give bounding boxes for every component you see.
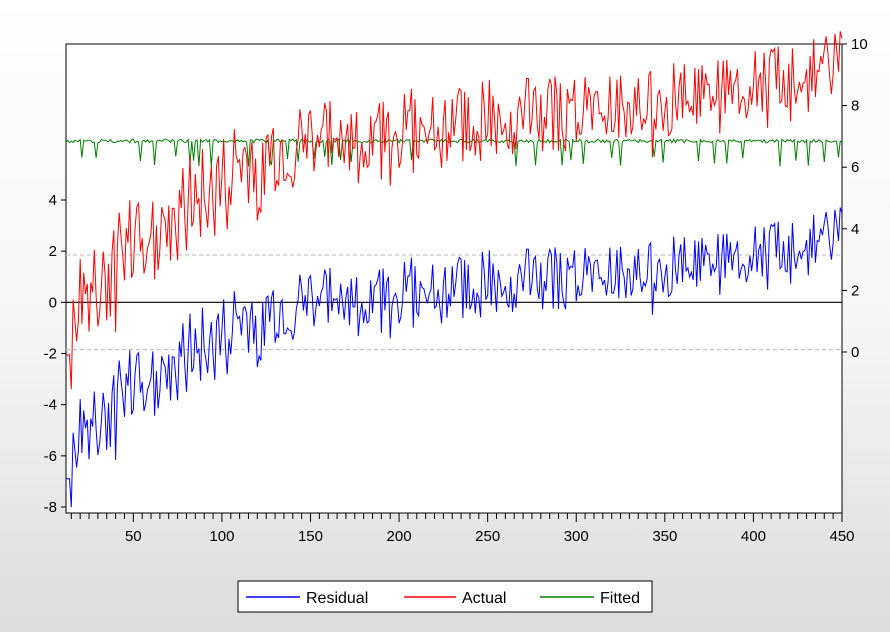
x-axis-tick-label: 200 (387, 528, 412, 545)
series-line-fitted (65, 138, 843, 167)
legend-label-actual: Actual (462, 590, 506, 607)
right-axis-tick-label: 2 (851, 282, 859, 299)
right-axis-tick-label: 4 (851, 221, 859, 238)
left-axis-tick-label: -2 (44, 346, 57, 363)
left-axis-tick-label: 2 (49, 243, 57, 260)
left-axis-tick-label: 0 (49, 294, 57, 311)
right-axis-tick-label: 8 (851, 98, 859, 115)
x-axis-tick-label: 450 (829, 528, 854, 545)
plot-area (65, 43, 843, 514)
x-axis-tick-label: 250 (475, 528, 500, 545)
x-axis-tick-label: 300 (564, 528, 589, 545)
series-line-actual (65, 31, 843, 390)
x-axis-tick-label: 150 (298, 528, 323, 545)
x-axis-tick-label: 50 (125, 528, 142, 545)
x-axis-tick-label: 400 (741, 528, 766, 545)
series-layer (65, 31, 843, 508)
left-axis-tick-label: -4 (44, 397, 57, 414)
left-axis-tick-label: -8 (44, 499, 57, 516)
right-axis-tick-label: 10 (851, 36, 868, 53)
x-axis-tick-label: 100 (209, 528, 234, 545)
right-axis-tick-label: 0 (851, 344, 859, 361)
legend-label-residual: Residual (306, 590, 368, 607)
left-axis-tick-label: 4 (49, 192, 57, 209)
reference-lines (66, 254, 842, 351)
legend-label-fitted: Fitted (600, 590, 640, 607)
x-axis-tick-label: 350 (652, 528, 677, 545)
series-line-residual (65, 207, 843, 508)
axes-layer: -8 -6 -4 -2 0 2 4 0 2 4 6 8 10 50 100 150 200 250 300 350 40… (44, 36, 868, 545)
left-axis-tick-label: -6 (44, 448, 57, 465)
right-axis-tick-label: 6 (851, 159, 859, 176)
legend: Residual Actual Fitted (237, 580, 653, 613)
